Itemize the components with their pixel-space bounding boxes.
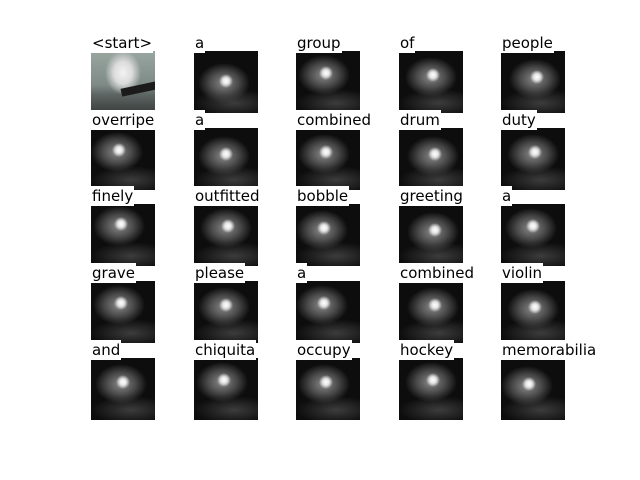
attention-cell: chiquita xyxy=(194,340,314,420)
attention-cell: and xyxy=(91,340,211,420)
attention-cell: hockey xyxy=(399,340,519,420)
attention-cell: a xyxy=(194,33,314,113)
attention-map xyxy=(194,204,258,266)
attention-cell: memorabilia xyxy=(501,340,621,420)
attention-cell: greeting xyxy=(399,186,519,266)
caption-word: combined xyxy=(296,110,372,130)
attention-map xyxy=(194,128,258,190)
attention-map xyxy=(91,358,155,420)
attention-map xyxy=(296,358,360,420)
attention-cell: of xyxy=(399,33,519,113)
input-image xyxy=(91,51,155,113)
attention-cell: combined xyxy=(296,110,416,190)
caption-word: a xyxy=(194,33,206,53)
attention-cell: <start> xyxy=(91,33,211,113)
caption-word: grave xyxy=(91,263,136,283)
attention-map xyxy=(91,128,155,190)
attention-cell: drum xyxy=(399,110,519,190)
caption-word: and xyxy=(91,340,122,360)
attention-cell: please xyxy=(194,263,314,343)
caption-word: a xyxy=(194,110,206,130)
attention-map xyxy=(399,128,463,190)
attention-cell: occupy xyxy=(296,340,416,420)
caption-word: duty xyxy=(501,110,537,130)
caption-word: overripe xyxy=(91,110,156,130)
attention-cell: a xyxy=(501,186,621,266)
caption-word: greeting xyxy=(399,186,464,206)
attention-map xyxy=(194,51,258,113)
attention-map xyxy=(296,281,360,343)
attention-cell: combined xyxy=(399,263,519,343)
caption-word: group xyxy=(296,33,342,53)
caption-word: of xyxy=(399,33,416,53)
attention-map xyxy=(399,358,463,420)
caption-word: <start> xyxy=(91,33,154,53)
caption-word: please xyxy=(194,263,246,283)
attention-map xyxy=(194,281,258,343)
attention-map xyxy=(399,281,463,343)
attention-cell: outfitted xyxy=(194,186,314,266)
attention-map xyxy=(296,51,360,113)
attention-cell: a xyxy=(194,110,314,190)
attention-cell: finely xyxy=(91,186,211,266)
caption-word: memorabilia xyxy=(501,340,598,360)
caption-word: hockey xyxy=(399,340,455,360)
caption-word: outfitted xyxy=(194,186,261,206)
attention-map xyxy=(296,204,360,266)
attention-cell: people xyxy=(501,33,621,113)
attention-cell: duty xyxy=(501,110,621,190)
attention-map xyxy=(501,51,565,113)
caption-word: combined xyxy=(399,263,475,283)
caption-word: a xyxy=(501,186,513,206)
attention-cell: overripe xyxy=(91,110,211,190)
attention-cell: bobble xyxy=(296,186,416,266)
attention-map xyxy=(91,204,155,266)
attention-cell: a xyxy=(296,263,416,343)
attention-map xyxy=(399,204,463,266)
attention-cell: group xyxy=(296,33,416,113)
caption-word: a xyxy=(296,263,308,283)
attention-map xyxy=(501,128,565,190)
attention-map xyxy=(501,358,565,420)
caption-word: people xyxy=(501,33,554,53)
attention-cell: violin xyxy=(501,263,621,343)
caption-word: occupy xyxy=(296,340,352,360)
caption-word: violin xyxy=(501,263,544,283)
attention-map xyxy=(194,358,258,420)
attention-map xyxy=(501,281,565,343)
attention-map xyxy=(91,281,155,343)
caption-word: bobble xyxy=(296,186,350,206)
attention-map xyxy=(399,51,463,113)
caption-word: finely xyxy=(91,186,135,206)
caption-word: drum xyxy=(399,110,441,130)
attention-cell: grave xyxy=(91,263,211,343)
attention-map xyxy=(501,204,565,266)
caption-word: chiquita xyxy=(194,340,257,360)
attention-map xyxy=(296,128,360,190)
